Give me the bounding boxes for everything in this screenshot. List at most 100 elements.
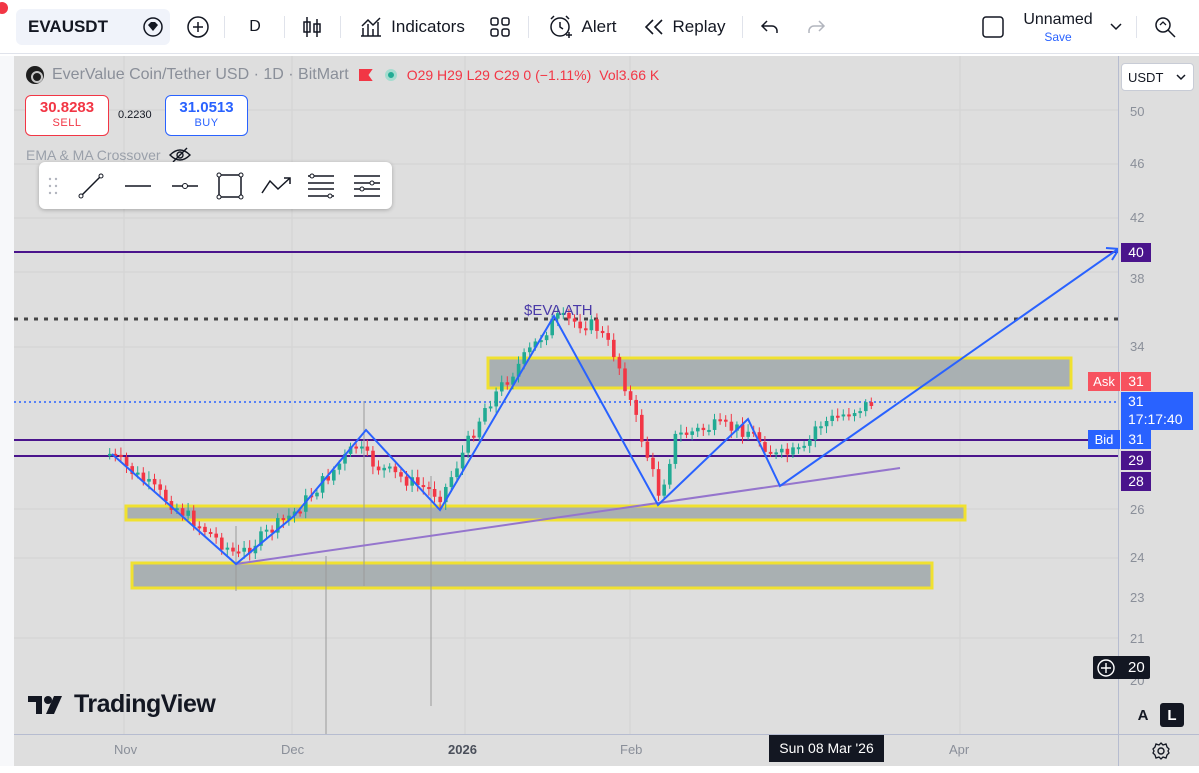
candle xyxy=(320,476,325,493)
last-price: 31 xyxy=(1128,393,1144,409)
horizontal-line-tool-icon[interactable] xyxy=(122,170,154,202)
flag-icon[interactable] xyxy=(358,69,373,81)
divider xyxy=(742,16,743,38)
alert-button[interactable]: Alert xyxy=(543,9,621,45)
interval-button[interactable]: D xyxy=(249,18,261,35)
candle xyxy=(696,427,700,432)
candle xyxy=(724,419,728,422)
candle xyxy=(791,447,795,455)
long-position-tool-icon[interactable] xyxy=(351,170,383,202)
rewind-icon xyxy=(644,19,663,35)
candle xyxy=(304,495,308,512)
add-alert-plus-icon[interactable] xyxy=(1095,657,1117,679)
layout-checkbox[interactable] xyxy=(980,9,1006,45)
candle xyxy=(740,424,745,437)
auto-scale-button[interactable]: A xyxy=(1137,706,1149,724)
candle-type-icon[interactable] xyxy=(298,9,326,45)
candle xyxy=(158,484,162,490)
indicator-name: EMA & MA Crossover xyxy=(26,147,161,163)
settings-gear-icon[interactable] xyxy=(1151,741,1171,761)
sell-button[interactable]: 30.8283 SELL xyxy=(25,95,109,136)
log-scale-button[interactable]: L xyxy=(1160,703,1184,727)
buy-button[interactable]: 31.0513 BUY xyxy=(165,95,248,136)
time-scale[interactable] xyxy=(14,734,1118,766)
ask-label-tag: Ask xyxy=(1088,372,1120,391)
candle xyxy=(539,340,543,343)
symbol-search[interactable]: EVAUSDT xyxy=(16,9,170,45)
divider xyxy=(340,16,341,38)
time-label: 2026 xyxy=(448,742,477,757)
candle xyxy=(651,457,655,470)
candle xyxy=(186,510,190,516)
path-tool-icon[interactable] xyxy=(260,170,292,202)
zigzag-pattern[interactable] xyxy=(111,248,1118,566)
candle xyxy=(836,415,840,418)
market-open-icon xyxy=(384,69,397,81)
candle xyxy=(287,515,291,520)
sell-price: 30.8283 xyxy=(39,99,95,116)
candle xyxy=(802,445,806,448)
candle xyxy=(847,414,851,417)
ath-label[interactable]: $EVA ATH xyxy=(524,302,593,319)
candle xyxy=(824,421,829,427)
templates-grid-icon[interactable] xyxy=(486,9,514,45)
candle xyxy=(220,537,224,550)
bottom-edge xyxy=(0,766,1199,773)
undo-icon[interactable] xyxy=(756,9,784,45)
candle xyxy=(796,447,801,450)
rising-trendline[interactable] xyxy=(235,467,901,565)
candle xyxy=(348,446,353,454)
candle xyxy=(449,477,454,487)
rectangle-tool-icon[interactable] xyxy=(214,170,246,202)
candle xyxy=(175,508,179,511)
candle xyxy=(236,551,241,554)
candle xyxy=(780,448,784,453)
chart-canvas[interactable]: $EVA ATH xyxy=(14,56,1118,734)
candle xyxy=(298,511,302,514)
candle xyxy=(337,463,342,470)
candle xyxy=(455,468,459,478)
bid-price-tag: 31 xyxy=(1121,430,1151,449)
resistance-zone[interactable] xyxy=(486,356,1073,390)
candle xyxy=(852,413,857,417)
layout-save-button[interactable]: Unnamed Save xyxy=(1016,11,1100,44)
candle xyxy=(292,511,297,516)
candle xyxy=(130,466,134,475)
alert-label: Alert xyxy=(581,17,617,36)
eye-off-icon[interactable] xyxy=(168,147,191,163)
spread-value: 0.2230 xyxy=(118,109,152,121)
candle xyxy=(673,433,678,464)
candle xyxy=(830,415,834,422)
replay-label: Replay xyxy=(672,17,726,36)
candle xyxy=(225,547,230,550)
quick-search-icon[interactable] xyxy=(1150,9,1180,45)
legend-title[interactable]: EverValue Coin/Tether USD · 1D · BitMart xyxy=(52,66,349,83)
chevron-down-icon[interactable] xyxy=(1106,9,1126,45)
chart-pane[interactable]: $EVA ATH xyxy=(14,56,1118,734)
candle xyxy=(707,429,711,432)
buy-label: BUY xyxy=(194,117,219,129)
support-zone-upper[interactable] xyxy=(124,504,967,522)
candle xyxy=(354,446,358,449)
support-zone-lower[interactable] xyxy=(130,561,934,590)
currency-select[interactable]: USDT xyxy=(1121,63,1194,91)
horizontal-ray-tool-icon[interactable] xyxy=(169,170,201,202)
diamond-icon[interactable] xyxy=(142,17,164,37)
trend-line-tool-icon[interactable] xyxy=(75,170,107,202)
volume-value: Vol3.66 K xyxy=(599,67,660,83)
candle xyxy=(197,526,202,529)
candle xyxy=(141,472,146,482)
compare-add-icon[interactable] xyxy=(181,9,215,45)
replay-button[interactable]: Replay xyxy=(640,9,728,45)
indicator-legend[interactable]: EMA & MA Crossover xyxy=(26,147,191,163)
candle xyxy=(264,529,269,532)
candle xyxy=(214,533,218,538)
drag-handle-icon[interactable] xyxy=(43,170,63,202)
indicators-button[interactable]: Indicators xyxy=(356,9,468,45)
redo-icon[interactable] xyxy=(802,9,830,45)
chart-legend: EverValue Coin/Tether USD · 1D · BitMart… xyxy=(26,64,659,86)
fib-retracement-tool-icon[interactable] xyxy=(305,170,337,202)
candle xyxy=(595,319,599,331)
divider xyxy=(528,16,529,38)
candle xyxy=(668,463,672,485)
